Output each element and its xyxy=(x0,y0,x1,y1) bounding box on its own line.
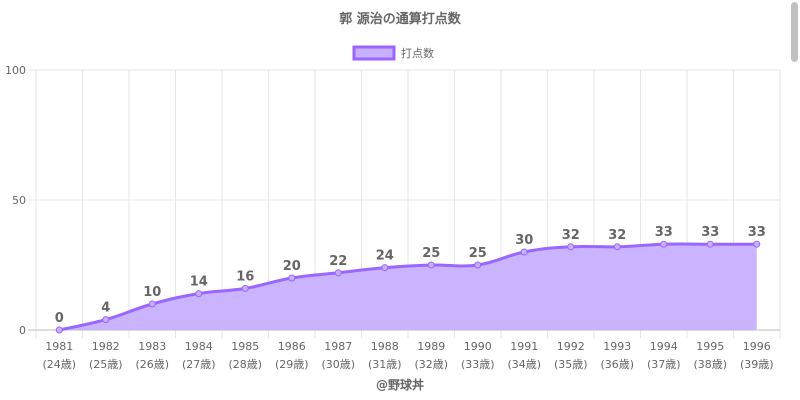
x-tick-label: 1988 xyxy=(371,340,399,353)
x-tick-sublabel: (30歳) xyxy=(321,358,355,371)
y-tick-label: 100 xyxy=(5,64,26,77)
series-area xyxy=(59,243,757,330)
data-point xyxy=(241,284,249,292)
x-tick-sublabel: (29歳) xyxy=(275,358,309,371)
data-label: 25 xyxy=(469,246,487,261)
x-tick-label: 1984 xyxy=(185,340,213,353)
data-label: 20 xyxy=(283,259,301,274)
data-label: 33 xyxy=(748,225,766,240)
x-tick-label: 1993 xyxy=(603,340,631,353)
data-label: 0 xyxy=(55,311,64,326)
x-tick-label: 1992 xyxy=(557,340,585,353)
x-tick-sublabel: (36歳) xyxy=(600,358,634,371)
data-label: 24 xyxy=(376,249,394,264)
scrollbar[interactable] xyxy=(791,2,798,62)
chart-title: 郭 源治の通算打点数 xyxy=(339,11,462,27)
x-tick-sublabel: (34歳) xyxy=(507,358,541,371)
data-point xyxy=(102,316,110,324)
data-label: 16 xyxy=(236,269,254,284)
x-tick-sublabel: (35歳) xyxy=(554,358,588,371)
data-point xyxy=(706,240,714,248)
data-point xyxy=(195,290,203,298)
x-tick-sublabel: (27歳) xyxy=(182,358,216,371)
x-tick-label: 1990 xyxy=(464,340,492,353)
data-label: 4 xyxy=(101,301,110,316)
data-label: 25 xyxy=(422,246,440,261)
x-tick-label: 1982 xyxy=(92,340,120,353)
data-point xyxy=(288,274,296,282)
x-tick-sublabel: (38歳) xyxy=(693,358,727,371)
data-label: 32 xyxy=(608,228,626,243)
data-label: 10 xyxy=(143,285,161,300)
data-point xyxy=(334,269,342,277)
x-tick-label: 1986 xyxy=(278,340,306,353)
data-point xyxy=(753,240,761,248)
x-tick-sublabel: (37歳) xyxy=(647,358,681,371)
x-tick-sublabel: (26歳) xyxy=(135,358,169,371)
data-point xyxy=(520,248,528,256)
data-point xyxy=(55,326,63,334)
x-tick-label: 1983 xyxy=(138,340,166,353)
data-label: 14 xyxy=(190,275,208,290)
data-label: 33 xyxy=(655,225,673,240)
x-tick-label: 1989 xyxy=(417,340,445,353)
data-label: 22 xyxy=(329,254,347,269)
x-tick-sublabel: (24歳) xyxy=(42,358,76,371)
data-point xyxy=(427,261,435,269)
x-tick-label: 1987 xyxy=(324,340,352,353)
data-label: 33 xyxy=(701,225,719,240)
data-point xyxy=(567,243,575,251)
x-tick-sublabel: (39歳) xyxy=(740,358,774,371)
x-tick-sublabel: (31歳) xyxy=(368,358,402,371)
x-tick-label: 1996 xyxy=(743,340,771,353)
x-tick-sublabel: (32歳) xyxy=(414,358,448,371)
data-point xyxy=(381,264,389,272)
legend-swatch xyxy=(352,45,396,61)
x-tick-label: 1981 xyxy=(45,340,73,353)
series-line xyxy=(58,242,757,332)
x-tick-sublabel: (25歳) xyxy=(89,358,123,371)
data-point xyxy=(660,240,668,248)
x-tick-label: 1991 xyxy=(510,340,538,353)
data-label: 32 xyxy=(562,228,580,243)
x-tick-sublabel: (28歳) xyxy=(228,358,262,371)
x-tick-sublabel: (33歳) xyxy=(461,358,495,371)
data-label: 30 xyxy=(515,233,533,248)
data-point xyxy=(474,261,482,269)
x-tick-label: 1985 xyxy=(231,340,259,353)
y-tick-label: 50 xyxy=(12,194,26,207)
x-tick-label: 1995 xyxy=(696,340,724,353)
legend-label: 打点数 xyxy=(401,46,434,60)
x-tick-label: 1994 xyxy=(650,340,678,353)
data-point xyxy=(148,300,156,308)
footer-credit: @野球丼 xyxy=(376,377,424,392)
data-point xyxy=(613,243,621,251)
y-tick-label: 0 xyxy=(19,324,26,337)
